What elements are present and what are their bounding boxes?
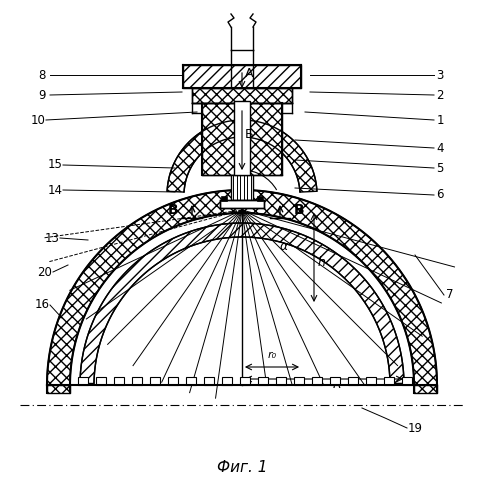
Text: r₀: r₀: [268, 350, 276, 360]
Polygon shape: [414, 385, 437, 393]
Bar: [276, 377, 286, 385]
Text: В: В: [167, 203, 178, 217]
Bar: [186, 377, 196, 385]
Text: h: h: [318, 256, 326, 269]
Bar: [150, 377, 160, 385]
Bar: [96, 377, 106, 385]
Text: 9: 9: [38, 88, 46, 101]
Bar: [257, 196, 263, 201]
Bar: [132, 377, 142, 385]
Text: 15: 15: [47, 159, 62, 172]
Text: А: А: [245, 67, 254, 80]
Text: 6: 6: [436, 189, 444, 202]
Bar: [78, 377, 88, 385]
Text: В: В: [294, 203, 304, 217]
Bar: [312, 377, 322, 385]
Text: 2: 2: [436, 88, 444, 101]
Text: R: R: [333, 378, 341, 391]
Text: 16: 16: [34, 298, 49, 311]
Polygon shape: [202, 103, 282, 175]
Text: 8: 8: [38, 68, 45, 81]
Bar: [330, 377, 340, 385]
Text: 14: 14: [47, 184, 62, 197]
Text: 1: 1: [436, 113, 444, 127]
Polygon shape: [47, 190, 437, 385]
Text: 20: 20: [38, 265, 52, 278]
Text: α: α: [280, 240, 288, 253]
Bar: [240, 377, 250, 385]
Bar: [114, 377, 124, 385]
Polygon shape: [47, 385, 70, 393]
Polygon shape: [183, 65, 301, 88]
Text: Фиг. 1: Фиг. 1: [217, 461, 267, 476]
Bar: [258, 377, 268, 385]
Polygon shape: [192, 88, 292, 103]
Bar: [294, 377, 304, 385]
Bar: [220, 200, 264, 208]
Bar: [402, 377, 412, 385]
Bar: [221, 196, 227, 201]
Text: 10: 10: [30, 113, 45, 127]
Polygon shape: [167, 120, 317, 192]
Bar: [234, 101, 250, 175]
Bar: [222, 377, 232, 385]
Bar: [366, 377, 376, 385]
Bar: [384, 377, 394, 385]
Bar: [168, 377, 178, 385]
Text: 4: 4: [436, 142, 444, 155]
Text: Б: Б: [245, 129, 254, 142]
Bar: [204, 377, 214, 385]
Bar: [348, 377, 358, 385]
Text: 5: 5: [436, 162, 444, 175]
Polygon shape: [80, 223, 404, 384]
Text: 3: 3: [436, 68, 444, 81]
Text: 7: 7: [446, 288, 454, 301]
Bar: [231, 175, 253, 200]
Text: 19: 19: [408, 422, 423, 435]
Text: 13: 13: [45, 232, 60, 245]
